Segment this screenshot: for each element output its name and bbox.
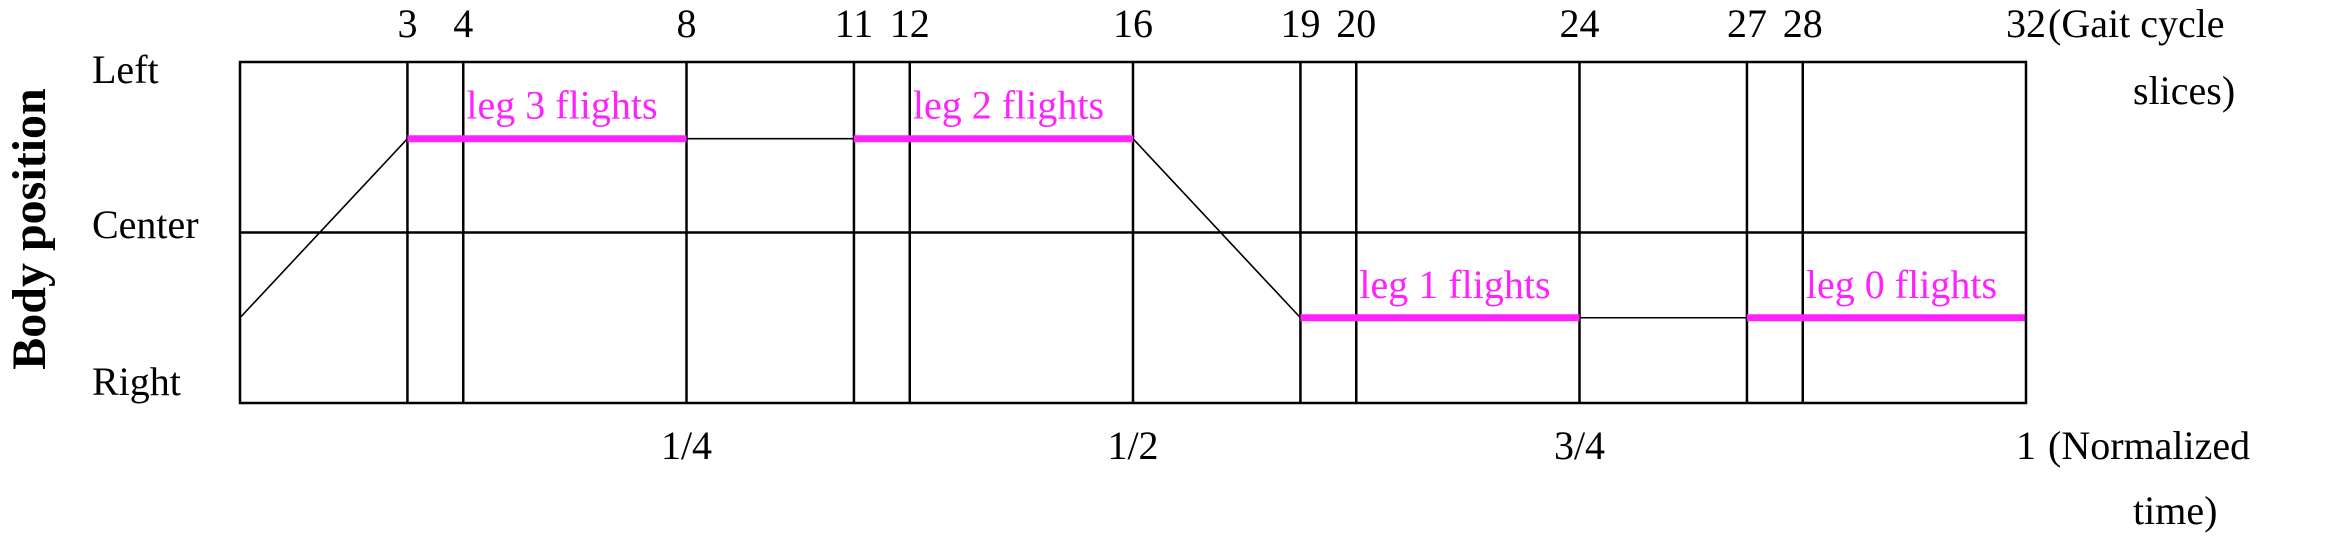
slice-tick-label: 32 <box>2006 1 2046 46</box>
plot-frame <box>238 60 2028 405</box>
time-tick-label: 1/2 <box>1107 423 1158 468</box>
flight-segments: leg 3 flights leg 2 flights leg 1 flights l… <box>407 83 2026 322</box>
slice-tick-label: 3 <box>397 1 417 46</box>
time-unit-label-line2: time) <box>2133 488 2217 533</box>
time-tick-label: 3/4 <box>1554 423 1605 468</box>
slice-tick-label: 20 <box>1336 1 1376 46</box>
slice-unit-label-line2: slices) <box>2133 68 2235 113</box>
y-axis-title: Body position <box>3 88 56 369</box>
flight-label: leg 0 flights <box>1806 262 1997 307</box>
time-tick-label: 1/4 <box>661 423 712 468</box>
slice-tick-label: 27 <box>1727 1 1767 46</box>
labels: Body position Left Center Right (Gait cy… <box>3 1 2250 533</box>
slice-tick-label: 4 <box>453 1 473 46</box>
slice-tick-label: 19 <box>1280 1 1320 46</box>
position-left-label: Left <box>92 47 159 92</box>
slice-tick-label: 12 <box>890 1 930 46</box>
flight-label: leg 3 flights <box>466 83 657 128</box>
slice-tick-label: 28 <box>1783 1 1823 46</box>
slice-unit-label-line1: (Gait cycle <box>2048 1 2225 46</box>
time-tick-label: 1 <box>2016 423 2036 468</box>
flight-label: leg 2 flights <box>913 83 1104 128</box>
position-center-label: Center <box>92 202 199 247</box>
flight-label: leg 1 flights <box>1359 262 1550 307</box>
position-right-label: Right <box>92 359 181 404</box>
time-unit-label-line1: (Normalized <box>2048 423 2250 468</box>
slice-tick-label: 16 <box>1113 1 1153 46</box>
slice-tick-label: 11 <box>835 1 874 46</box>
grid-lines <box>240 62 2026 403</box>
slice-tick-label: 24 <box>1560 1 1600 46</box>
slice-tick-label: 8 <box>677 1 697 46</box>
